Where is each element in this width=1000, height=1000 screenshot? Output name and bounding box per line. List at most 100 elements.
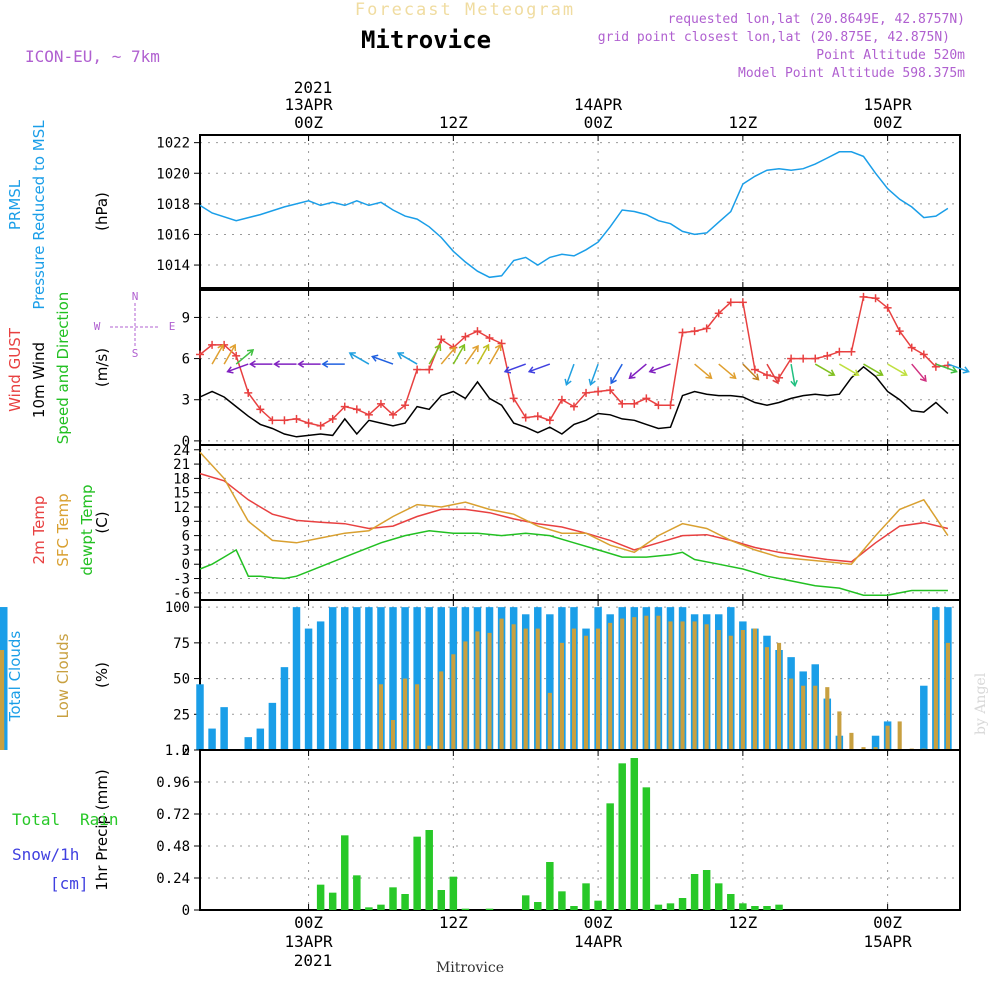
- gust-marker: [775, 373, 784, 382]
- wind-arrow: [235, 349, 255, 365]
- series-line: [199, 451, 949, 565]
- wind-arrow: [321, 360, 345, 368]
- gust-marker: [364, 410, 373, 419]
- bar: [825, 687, 830, 750]
- gust-marker: [376, 399, 385, 408]
- panel-frame: [199, 134, 961, 289]
- bar: [775, 904, 783, 910]
- gust-marker: [859, 292, 868, 301]
- wind-arrow: [838, 363, 860, 377]
- bar: [353, 607, 361, 750]
- tick-label-y: 6: [182, 529, 190, 545]
- tick-label-y: 1014: [156, 258, 190, 274]
- temp-2m-label: 2m Temp: [30, 496, 48, 565]
- gust-marker: [702, 324, 711, 333]
- wind-arrow-shaft: [863, 363, 883, 376]
- tick-label-y: 12: [173, 500, 190, 516]
- gust-marker: [244, 388, 253, 397]
- wind-arrow-head: [396, 352, 405, 359]
- wind-arrow-head: [705, 372, 713, 380]
- bar: [401, 894, 409, 910]
- wind-arrow-shaft: [223, 344, 236, 365]
- wind-arrow: [718, 363, 737, 380]
- wind-arrow-head: [458, 343, 466, 352]
- wind-arrow: [564, 363, 575, 387]
- bar: [413, 836, 421, 910]
- wind-arrow-head: [503, 366, 512, 374]
- bar: [618, 763, 626, 910]
- bar: [220, 707, 228, 750]
- bar: [463, 641, 468, 750]
- wind-arrow-head: [449, 346, 457, 354]
- tick-label-y: 3: [182, 543, 190, 559]
- gust-marker: [594, 387, 603, 396]
- tick-label-y: 25: [173, 707, 190, 723]
- bar: [716, 630, 721, 750]
- bar: [751, 906, 759, 910]
- y-axis-label: (hPa): [93, 192, 111, 231]
- bottom-tick-date: 15APR: [864, 932, 913, 951]
- wind-arrow-shaft: [589, 363, 599, 386]
- bar: [714, 883, 723, 910]
- bar: [511, 624, 516, 750]
- wind-arrow-shaft: [452, 344, 465, 365]
- bar: [534, 902, 542, 910]
- gust-marker: [799, 354, 808, 363]
- tick-label-y: 50: [173, 672, 190, 688]
- bar: [740, 630, 745, 750]
- y-axis-label: (%): [93, 662, 111, 688]
- wind-arrow-head: [246, 349, 255, 356]
- panel-1: 0 3 6 9 (m/s): [93, 289, 961, 450]
- footer-location: Mitrovice: [436, 960, 504, 976]
- bar: [933, 620, 938, 750]
- wind-arrow-head: [248, 360, 256, 368]
- wind-arrow-head: [610, 377, 617, 385]
- wind-arrow: [790, 363, 798, 388]
- top-tick-date: 14APR: [574, 95, 623, 114]
- wind-arrow-head: [950, 366, 958, 374]
- gust-marker: [280, 416, 289, 425]
- tick-label-y: 21: [173, 457, 190, 473]
- bar: [776, 642, 782, 750]
- gust-marker: [461, 332, 470, 341]
- bottom-tick-time: 00Z: [584, 913, 613, 932]
- bar: [521, 895, 530, 910]
- gust-marker: [835, 347, 844, 356]
- wind-arrow-head: [790, 379, 798, 388]
- bar: [764, 647, 770, 750]
- bar: [377, 904, 385, 910]
- gust-marker: [557, 395, 566, 404]
- tick-label-y: 0: [182, 743, 190, 759]
- wind-arrow-head: [371, 354, 379, 362]
- tick-label-y: -3: [173, 572, 190, 588]
- bar: [583, 635, 589, 750]
- temp-dewpt-label: dewpt Temp: [78, 484, 96, 575]
- wind-arrow-head: [434, 343, 442, 352]
- wind-arrow-head: [217, 343, 225, 352]
- bar: [0, 700, 5, 750]
- bar: [208, 728, 216, 750]
- model-altitude: Model Point Altitude 598.375m: [738, 66, 965, 81]
- gust-marker: [606, 386, 615, 395]
- wind-arrow: [947, 363, 970, 374]
- total-clouds-label: Total Clouds: [6, 631, 24, 723]
- tick-label-y: 3: [182, 393, 190, 409]
- bar: [292, 607, 301, 750]
- panel-3: 0 25 50 75 100 (%): [0, 599, 961, 759]
- gust-marker: [340, 402, 349, 411]
- bar: [582, 883, 590, 910]
- wind-10m-label: 10m Wind: [30, 342, 48, 418]
- bar: [341, 835, 349, 910]
- gust-marker: [413, 365, 422, 374]
- bar: [377, 607, 385, 750]
- bar: [268, 702, 277, 750]
- bar: [415, 684, 420, 750]
- requested-coords: requested lon,lat (20.8649E, 42.8757N): [668, 12, 965, 27]
- bar: [559, 642, 564, 750]
- wind-arrow-shaft: [488, 344, 502, 365]
- gust-marker: [630, 399, 639, 408]
- wind-arrow: [863, 363, 884, 377]
- bar: [461, 908, 470, 910]
